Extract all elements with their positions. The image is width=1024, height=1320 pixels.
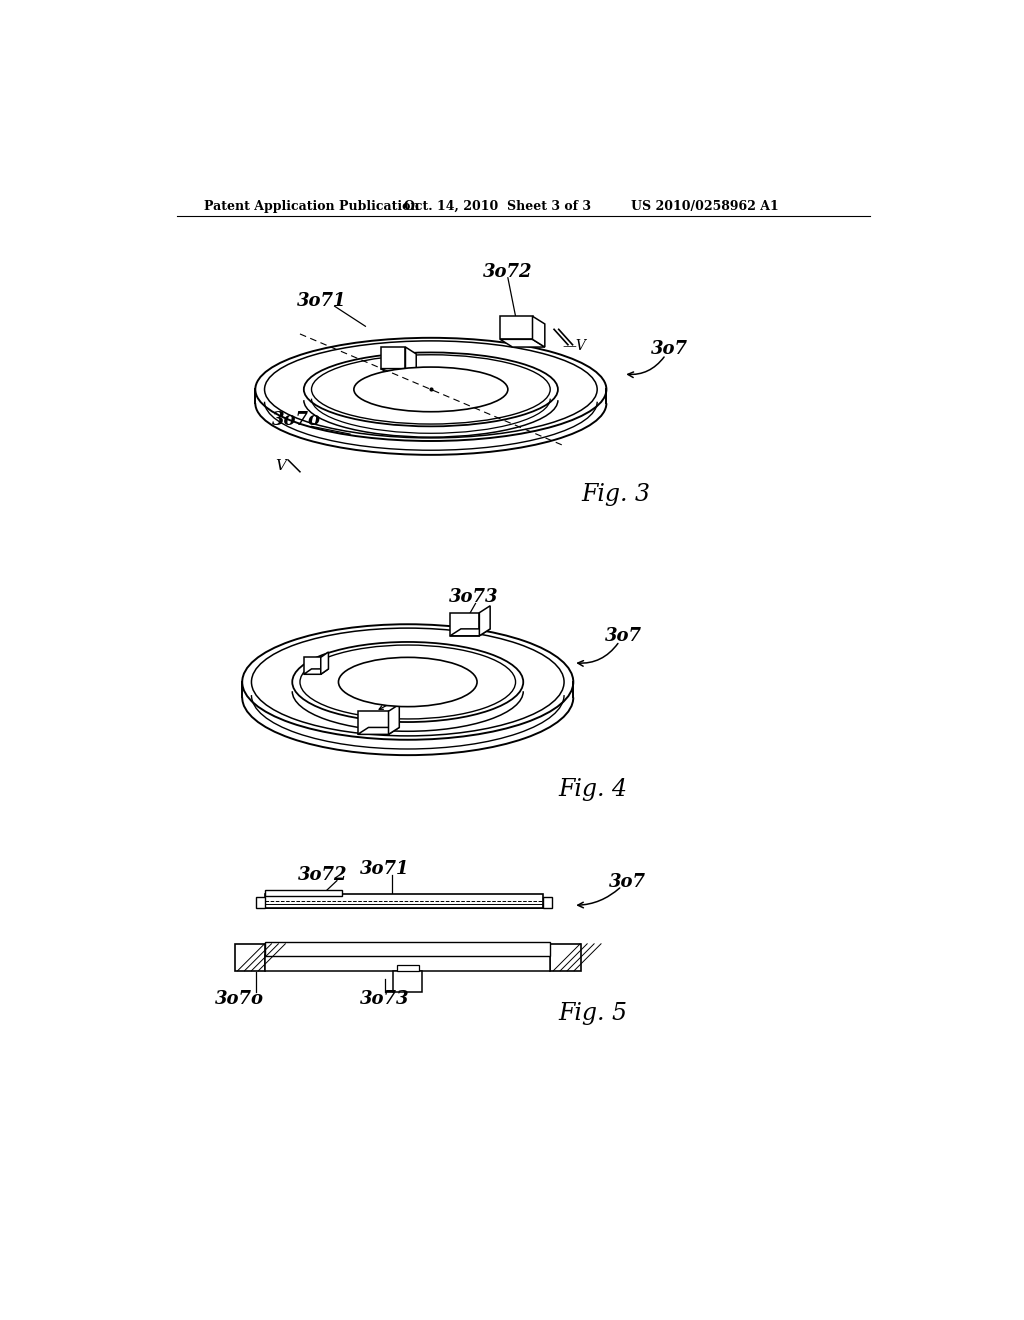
Text: 3o73: 3o73: [449, 589, 498, 606]
Text: US 2010/0258962 A1: US 2010/0258962 A1: [631, 199, 779, 213]
Ellipse shape: [311, 355, 550, 424]
Polygon shape: [256, 896, 265, 908]
Polygon shape: [397, 965, 419, 970]
Polygon shape: [381, 347, 406, 368]
Polygon shape: [388, 705, 399, 734]
Polygon shape: [479, 606, 490, 636]
Polygon shape: [406, 347, 416, 376]
Text: 3o7o: 3o7o: [215, 990, 264, 1008]
Text: 3o71: 3o71: [297, 292, 346, 310]
Text: 3o71: 3o71: [359, 861, 410, 878]
Polygon shape: [265, 942, 550, 956]
Polygon shape: [357, 711, 388, 734]
Polygon shape: [357, 727, 399, 734]
Ellipse shape: [243, 624, 573, 739]
Polygon shape: [304, 669, 329, 675]
Text: 3o7: 3o7: [651, 341, 688, 358]
Ellipse shape: [292, 642, 523, 722]
Polygon shape: [304, 657, 321, 675]
Polygon shape: [265, 956, 550, 970]
Ellipse shape: [300, 645, 515, 719]
Text: 3o73: 3o73: [359, 990, 410, 1008]
Ellipse shape: [354, 367, 508, 412]
Text: Fig. 4: Fig. 4: [558, 779, 627, 801]
Text: 3o72: 3o72: [298, 866, 348, 883]
Ellipse shape: [252, 628, 564, 737]
Polygon shape: [550, 944, 581, 970]
Polygon shape: [265, 890, 342, 896]
Text: 3o7: 3o7: [608, 874, 646, 891]
Text: V: V: [275, 459, 287, 474]
Polygon shape: [500, 317, 532, 339]
Text: 3o7: 3o7: [605, 627, 642, 644]
Text: Oct. 14, 2010  Sheet 3 of 3: Oct. 14, 2010 Sheet 3 of 3: [403, 199, 591, 213]
Polygon shape: [500, 339, 545, 347]
Polygon shape: [321, 652, 329, 675]
Text: Fig. 5: Fig. 5: [558, 1002, 627, 1024]
Polygon shape: [451, 612, 479, 636]
Ellipse shape: [304, 352, 558, 426]
Text: 3o7o: 3o7o: [271, 412, 321, 429]
Polygon shape: [234, 944, 265, 970]
Polygon shape: [451, 628, 490, 636]
Polygon shape: [543, 896, 552, 908]
Text: Patent Application Publication: Patent Application Publication: [204, 199, 419, 213]
Polygon shape: [381, 368, 416, 376]
Text: —V: —V: [563, 338, 587, 352]
Text: Fig. 3: Fig. 3: [582, 483, 650, 507]
Ellipse shape: [264, 341, 597, 438]
Ellipse shape: [255, 338, 606, 441]
Ellipse shape: [339, 657, 477, 706]
Text: 3o72: 3o72: [483, 264, 532, 281]
Polygon shape: [532, 317, 545, 347]
Polygon shape: [393, 970, 422, 993]
Polygon shape: [265, 894, 543, 908]
Text: 3o73: 3o73: [376, 686, 425, 705]
